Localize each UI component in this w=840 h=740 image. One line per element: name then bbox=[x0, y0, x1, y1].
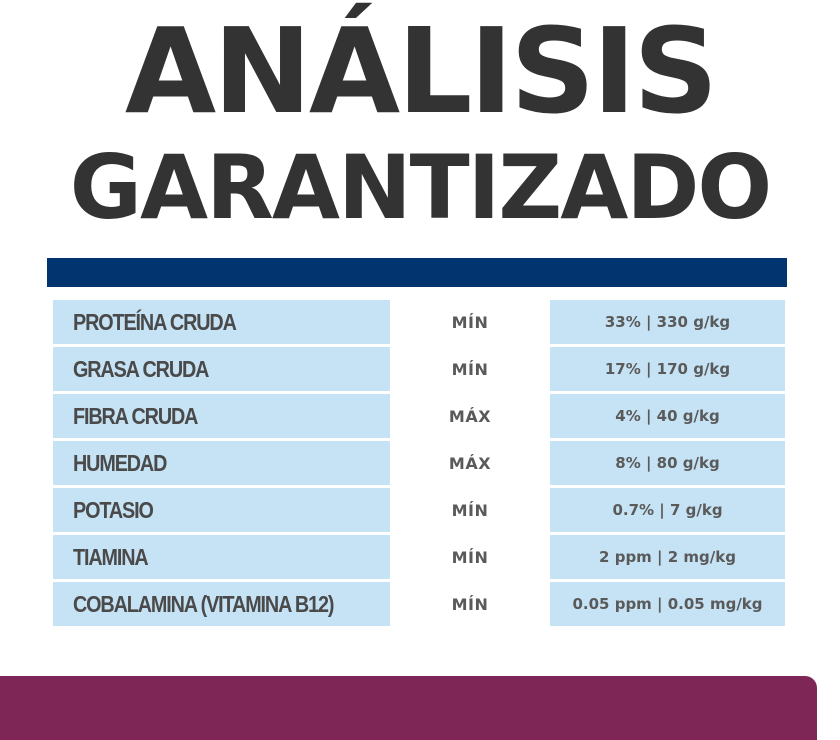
nutrient-qualifier: MÍN bbox=[451, 500, 489, 520]
nutrient-name: GRASA CRUDA bbox=[73, 355, 209, 382]
nutrient-qualifier: MÍN bbox=[451, 594, 489, 614]
table-row: HUMEDAD MÁX 8% | 80 g/kg bbox=[53, 441, 785, 485]
table-row: TIAMINA MÍN 2 ppm | 2 mg/kg bbox=[53, 535, 785, 579]
nutrient-qualifier: MÁX bbox=[448, 406, 492, 426]
nutrient-value: 0.7% | 7 g/kg bbox=[550, 488, 785, 532]
nutrient-name: FIBRA CRUDA bbox=[73, 402, 198, 429]
nutrient-qualifier: MÍN bbox=[451, 312, 489, 332]
table-row: FIBRA CRUDA MÁX 4% | 40 g/kg bbox=[53, 394, 785, 438]
nutrient-qualifier: MÁX bbox=[448, 453, 492, 473]
nutrient-qualifier: MÍN bbox=[451, 547, 489, 567]
nutrient-name: HUMEDAD bbox=[73, 449, 167, 476]
page-title-line1: ANÁLISIS bbox=[124, 2, 718, 140]
table-row: COBALAMINA (VITAMINA B12) MÍN 0.05 ppm |… bbox=[53, 582, 785, 626]
table-row: POTASIO MÍN 0.7% | 7 g/kg bbox=[53, 488, 785, 532]
page-title-line2: GARANTIZADO bbox=[69, 136, 772, 239]
nutrient-value: 33% | 330 g/kg bbox=[550, 300, 785, 344]
nutrient-value: 2 ppm | 2 mg/kg bbox=[550, 535, 785, 579]
nutrient-value: 17% | 170 g/kg bbox=[550, 347, 785, 391]
nutrient-qualifier: MÍN bbox=[451, 359, 489, 379]
nutrient-name: PROTEÍNA CRUDA bbox=[73, 308, 237, 335]
nutrient-name: POTASIO bbox=[73, 496, 154, 523]
table-row: PROTEÍNA CRUDA MÍN 33% | 330 g/kg bbox=[53, 300, 785, 344]
header-divider-bar bbox=[47, 258, 787, 287]
footer-band bbox=[0, 676, 817, 740]
table-row: GRASA CRUDA MÍN 17% | 170 g/kg bbox=[53, 347, 785, 391]
analysis-table: PROTEÍNA CRUDA MÍN 33% | 330 g/kg GRASA … bbox=[53, 300, 785, 629]
nutrient-value: 4% | 40 g/kg bbox=[550, 394, 785, 438]
nutrient-name: COBALAMINA (VITAMINA B12) bbox=[73, 590, 334, 617]
nutrient-value: 8% | 80 g/kg bbox=[550, 441, 785, 485]
nutrient-value: 0.05 ppm | 0.05 mg/kg bbox=[550, 582, 785, 626]
nutrient-name: TIAMINA bbox=[73, 543, 149, 570]
